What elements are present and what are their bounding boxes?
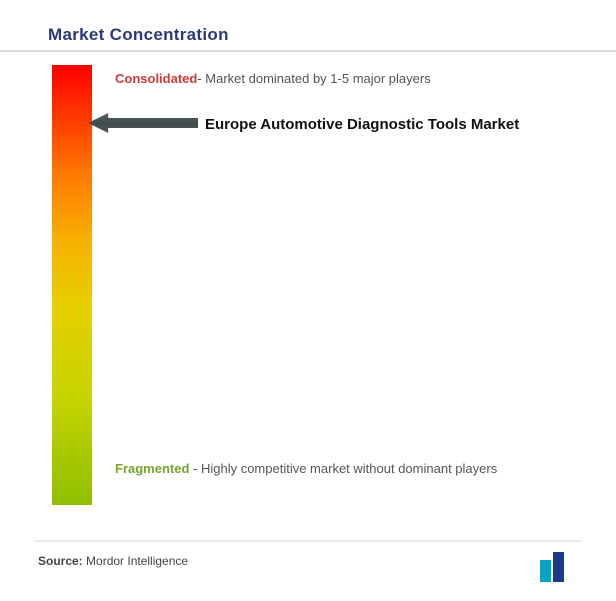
fragmented-label: Fragmented - Highly competitive market w…	[115, 460, 515, 479]
logo-bar-2	[553, 552, 564, 582]
arrow-left-icon	[88, 113, 198, 133]
title-underline	[0, 50, 616, 52]
consolidated-desc: - Market dominated by 1-5 major players	[197, 71, 430, 86]
source-label: Source:	[38, 554, 83, 568]
page-title: Market Concentration	[48, 25, 229, 45]
fragmented-desc: - Highly competitive market without domi…	[189, 461, 497, 476]
brand-logo	[540, 552, 564, 582]
source-line: Source: Mordor Intelligence	[38, 554, 188, 568]
source-value: Mordor Intelligence	[83, 554, 188, 568]
logo-bar-1	[540, 560, 551, 582]
consolidated-label: Consolidated- Market dominated by 1-5 ma…	[115, 70, 545, 89]
consolidated-key: Consolidated	[115, 71, 197, 86]
concentration-gradient-bar	[52, 65, 92, 505]
market-name: Europe Automotive Diagnostic Tools Marke…	[205, 116, 519, 133]
footer-divider	[35, 540, 581, 542]
fragmented-key: Fragmented	[115, 461, 189, 476]
